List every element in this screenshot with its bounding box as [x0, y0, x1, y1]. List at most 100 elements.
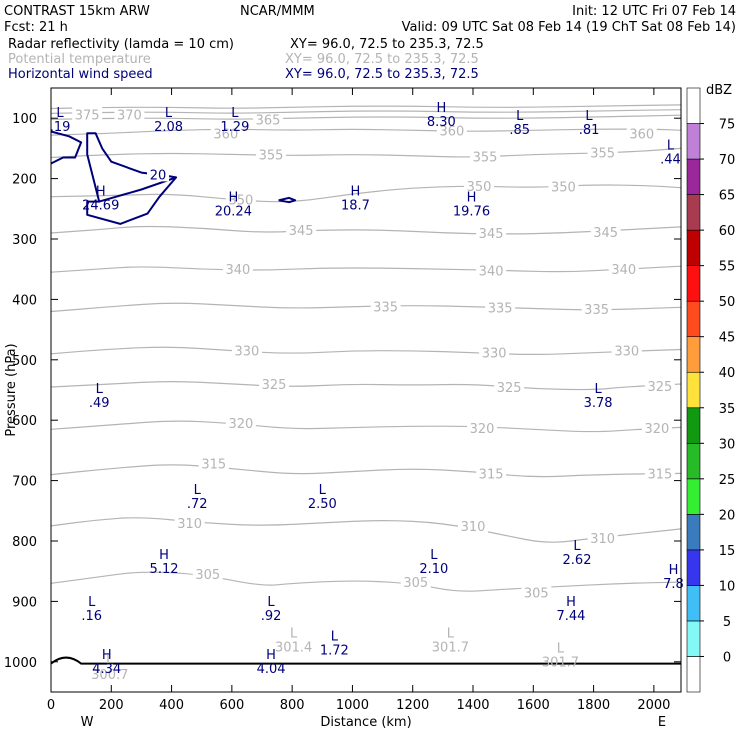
colorbar-label: 70: [719, 153, 736, 168]
field-xy-reflectivity: XY= 96.0, 72.5 to 235.3, 72.5: [290, 37, 484, 52]
wind-extremum-marker: L: [667, 139, 675, 154]
theta-label-330: 330: [614, 345, 639, 360]
wind-extremum-marker: L: [430, 548, 438, 563]
colorbar-swatch: [686, 620, 701, 657]
y-tick-label: 600: [12, 414, 37, 429]
theta-label-305: 305: [195, 568, 220, 583]
theta-label-bg: [400, 574, 431, 590]
theta-label-345: 345: [479, 227, 504, 242]
theta-label-350: 350: [228, 194, 253, 209]
y-tick-label: 900: [12, 595, 37, 610]
theta-label-bg: [72, 106, 103, 122]
theta-label-bg: [590, 223, 621, 239]
theta-contour-layer: 305 305 305 310 310 310 315 315 315 320 320 320 325 3…: [50, 104, 682, 601]
theta-label-335: 335: [373, 301, 398, 316]
x-tick-label: 200: [99, 698, 124, 713]
theta-label-bg: [222, 261, 253, 277]
theta-label-335: 335: [584, 303, 609, 318]
wind-extremum-value: 7.8: [663, 577, 684, 592]
wind-extremum-value: 1.72: [320, 644, 349, 659]
wind-extremum-marker: L: [585, 109, 593, 124]
wind-extremum-value: 20.24: [215, 205, 252, 220]
theta-label-375: 375: [75, 109, 100, 124]
colorbar-swatch: [686, 158, 701, 195]
theta-label-bg: [476, 465, 507, 481]
theta-label-310: 310: [177, 517, 202, 532]
theta-label-bg: [476, 224, 507, 240]
theta-label-bg: [225, 415, 256, 431]
theta-label-315: 315: [647, 467, 672, 482]
colorbar-label: 25: [719, 473, 736, 488]
theta-label-360: 360: [439, 124, 464, 139]
wind-extremum-marker: L: [56, 106, 64, 121]
theta-label-bg: [587, 144, 618, 160]
theta-label-305: 305: [524, 586, 549, 601]
theta-extremum-marker: L: [106, 654, 114, 669]
wind-extremum-marker: L: [267, 595, 275, 610]
wind-extremum-marker: L: [573, 539, 581, 554]
theta-label-bg: [467, 420, 498, 436]
theta-label-bg: [581, 301, 612, 317]
colorbar-swatch: [686, 229, 701, 266]
theta-label-370: 370: [117, 109, 142, 124]
wind-extremum-marker: L: [319, 483, 327, 498]
theta-label-bg: [644, 465, 675, 481]
theta-label-305: 305: [403, 576, 428, 591]
theta-contour-375: [50, 104, 682, 110]
valid-time: Valid: 09 UTC Sat 08 Feb 14 (19 ChT Sat …: [402, 20, 736, 35]
x-tick-label: 0: [47, 698, 55, 713]
x-tick-label: 1800: [577, 698, 610, 713]
wind-extremum-marker: H: [159, 548, 169, 563]
theta-label-350: 350: [551, 180, 576, 195]
colorbar-swatch: [686, 87, 701, 124]
theta-label-bg: [198, 455, 229, 471]
theta-label-bg: [548, 178, 579, 194]
theta-label-340: 340: [225, 263, 250, 278]
theta-label-bg: [436, 122, 467, 138]
field-name-wind: Horizontal wind speed: [8, 67, 153, 82]
theta-label-bg: [370, 298, 401, 314]
theta-label-365: 365: [256, 113, 281, 128]
theta-contour-310: [50, 517, 682, 543]
theta-contour-345: [50, 225, 682, 235]
theta-label-bg: [231, 342, 262, 358]
wind-extremum-value: 4.04: [257, 662, 286, 677]
wind-extremum-value: 7.44: [556, 609, 585, 624]
wind-extremum-marker: H: [351, 185, 361, 200]
colorbar-label: 75: [719, 118, 736, 133]
theta-label-355: 355: [473, 150, 498, 165]
forecast-hour: Fcst: 21 h: [4, 20, 68, 35]
wind-extremum-value: .85: [509, 123, 530, 138]
theta-contour-315: [50, 464, 682, 478]
colorbar-swatch: [686, 442, 701, 480]
theta-label-340: 340: [479, 264, 504, 279]
wind-extremum-value: 2.50: [308, 497, 337, 512]
theta-label-340: 340: [611, 263, 636, 278]
colorbar-label: 30: [719, 437, 736, 452]
wind-extremum-value: 2.08: [154, 120, 183, 135]
theta-label-320: 320: [470, 422, 495, 437]
colorbar-label: 10: [719, 579, 736, 594]
wind-extremum-marker: H: [102, 648, 112, 663]
axes-layer: 100 200 300 400 500 600 700 800 900 1000 0 200 400 60…: [4, 88, 681, 713]
wind-contour: [86, 132, 178, 225]
colorbar-label: 20: [719, 508, 736, 523]
theta-label-bg: [470, 148, 501, 164]
colorbar-unit: dBZ: [706, 83, 732, 98]
wind-extremum-value: .92: [261, 609, 282, 624]
theta-label-335: 335: [488, 301, 513, 316]
y-tick-label: 800: [12, 535, 37, 550]
x-tick-label: 1000: [336, 698, 369, 713]
theta-extremum-value: 301.7: [542, 656, 579, 671]
colorbar-label: 50: [719, 295, 736, 310]
theta-extremum-value: 301.4: [275, 641, 312, 656]
theta-label-bg: [210, 125, 241, 141]
init-time: Init: 12 UTC Fri 07 Feb 14: [572, 4, 736, 19]
theta-label-bg: [611, 342, 642, 358]
wind-contour: [50, 130, 83, 165]
y-tick-label: 300: [12, 233, 37, 248]
wind-extremum-value: 8.30: [427, 115, 456, 130]
theta-contour-325: [50, 381, 682, 391]
west-label: W: [81, 715, 94, 730]
wind-label-bg: [147, 166, 170, 182]
